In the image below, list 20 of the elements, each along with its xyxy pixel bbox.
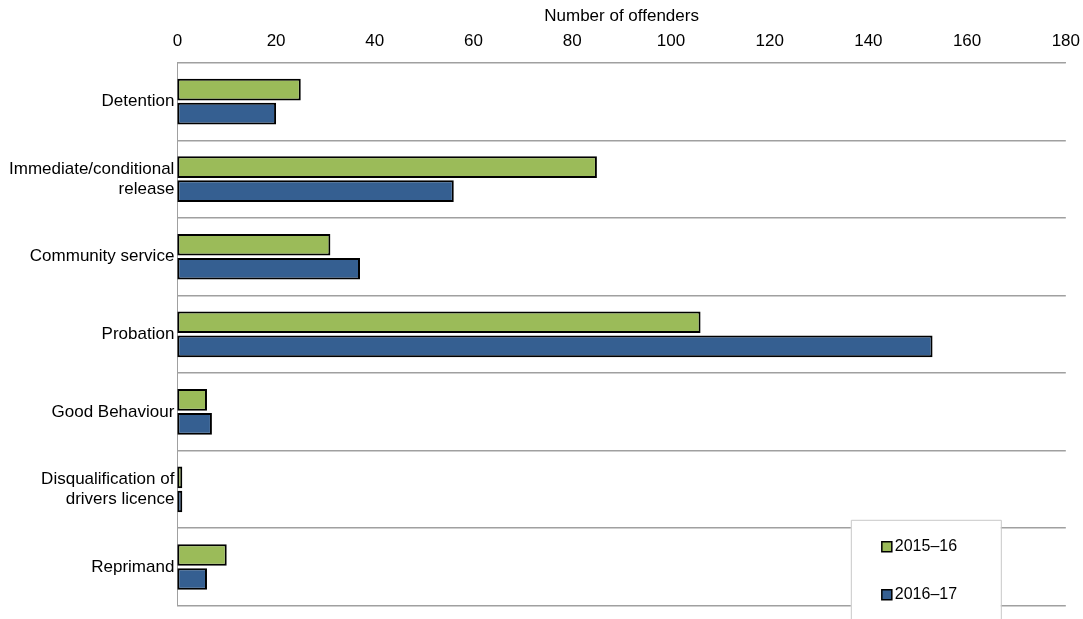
y-tick-label: Good Behaviour — [51, 401, 175, 421]
x-tick-label: 0 — [172, 31, 183, 51]
x-tick-label: 120 — [755, 31, 784, 51]
y-tick-label: Reprimand — [91, 556, 175, 576]
y-tick-label: Immediate/conditional release — [8, 158, 175, 199]
y-tick-label: Detention — [101, 91, 175, 111]
y-tick-label: Disqualification of drivers licence — [41, 468, 175, 509]
x-tick-label: 60 — [464, 31, 483, 51]
x-tick-label: 140 — [854, 31, 883, 51]
x-tick-label: 180 — [1051, 31, 1081, 51]
y-tick-label: Community service — [29, 246, 175, 266]
x-tick-label: 100 — [656, 31, 686, 51]
x-tick-label: 20 — [266, 31, 286, 51]
x-tick-label: 160 — [952, 31, 982, 51]
x-tick-label: 40 — [365, 31, 385, 51]
legend-label: 2015–16 — [894, 537, 958, 555]
y-tick-label: Probation — [101, 323, 175, 343]
x-axis-title: Number of offenders — [544, 5, 699, 25]
legend-label: 2016–17 — [894, 585, 958, 603]
x-tick-label: 80 — [562, 31, 582, 51]
